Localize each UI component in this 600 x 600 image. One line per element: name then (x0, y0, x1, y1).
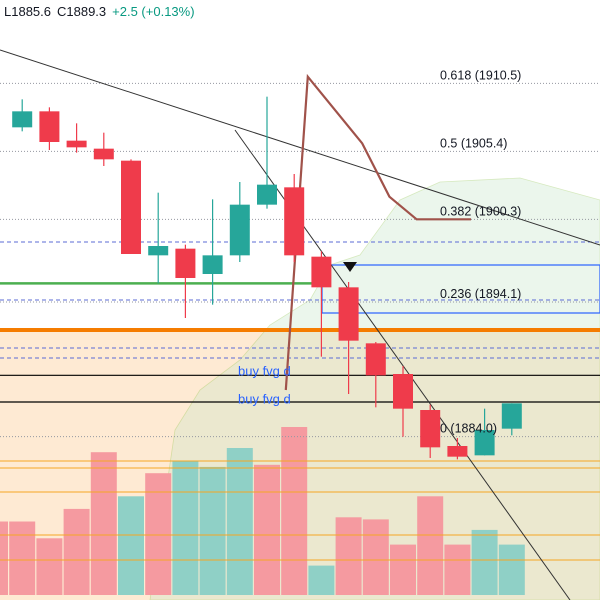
close-value: C1889.3 (57, 3, 107, 19)
candle-body (257, 184, 277, 205)
fvg-label: buy fvg d (238, 391, 291, 406)
volume-bar (335, 517, 362, 595)
candle-body (148, 246, 169, 256)
volume-bar (362, 519, 389, 595)
volume-bar (417, 496, 444, 595)
candle-body (39, 111, 60, 142)
volume-bar (254, 464, 280, 595)
fib-label: 0.618 (1910.5) (440, 68, 521, 82)
volume-bar (444, 544, 471, 595)
candle-body (284, 187, 305, 256)
trend-line (0, 49, 600, 246)
projection-path (284, 73, 471, 391)
fvg-label: buy fvg d (238, 363, 291, 378)
volume-bar (226, 448, 253, 595)
candle-body (474, 430, 495, 456)
candle-body (501, 403, 522, 429)
volume-bar (390, 544, 416, 595)
candle-body (420, 410, 441, 448)
volume-layer (0, 427, 525, 595)
candle-body (202, 255, 223, 274)
volume-bar (308, 565, 335, 595)
candle-body (121, 160, 141, 254)
candle-body (338, 287, 359, 341)
volume-bar (172, 460, 199, 595)
candle-body (229, 204, 250, 256)
candle-body (66, 140, 87, 148)
fib-label: 0.5 (1905.4) (440, 136, 507, 150)
volume-bar (36, 538, 63, 595)
volume-bar (199, 466, 226, 595)
ohlc-readout: L1885.6 C1889.3 +2.5 (+0.13%) (0, 0, 195, 22)
labels-layer: 0.618 (1910.5) 0.5 (1905.4) 0.382 (1900.3)… (238, 68, 521, 435)
candle-body (175, 248, 196, 278)
volume-bar (118, 496, 144, 595)
volume-bar (0, 521, 8, 595)
volume-bar (9, 521, 36, 595)
low-value: L1885.6 (4, 3, 51, 19)
volume-bar (498, 544, 525, 595)
candle-body (447, 446, 468, 457)
triangle-marker (343, 262, 357, 272)
volume-bar (281, 427, 308, 595)
candles-layer (12, 96, 522, 460)
volume-bar (471, 529, 498, 595)
fib-label: 0.382 (1900.3) (440, 204, 521, 218)
volume-bar (63, 508, 90, 595)
fib-label: 0 (1884.0) (440, 422, 497, 436)
candle-body (393, 374, 413, 409)
change-value: +2.5 (+0.13%) (112, 3, 195, 19)
fib-label: 0.236 (1894.1) (440, 287, 521, 301)
candle-body (311, 256, 332, 288)
overlay-lines-layer (0, 49, 600, 600)
candle-body (12, 111, 33, 128)
candle-body (365, 343, 386, 376)
volume-bar (90, 452, 117, 595)
candle-body (93, 148, 114, 160)
volume-bar (145, 473, 172, 595)
